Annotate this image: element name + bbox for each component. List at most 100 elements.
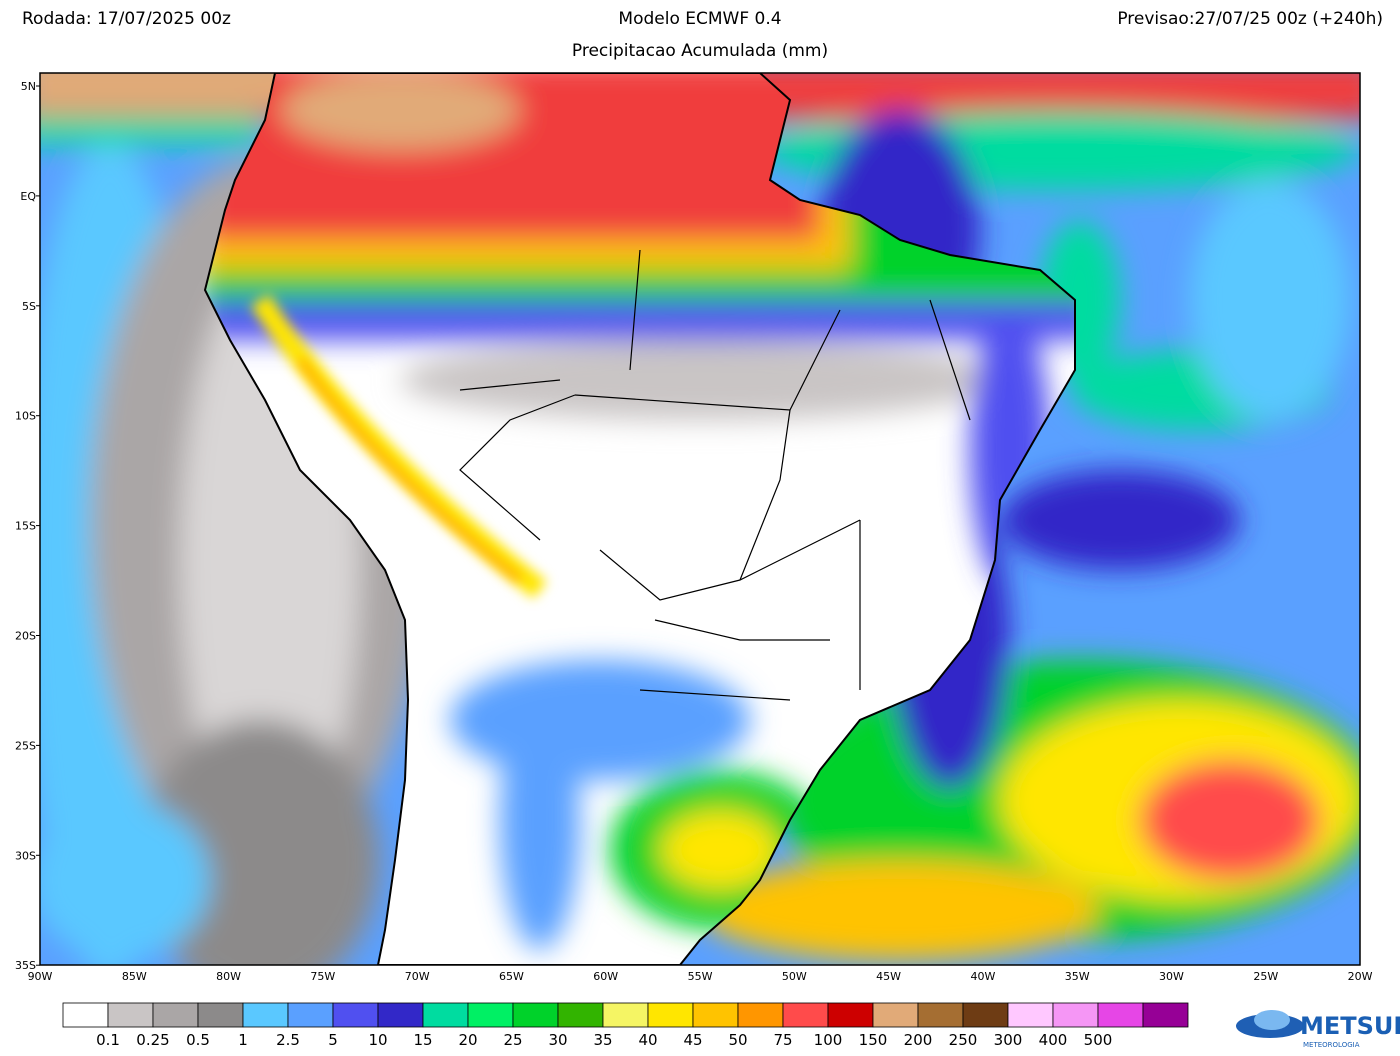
map-frame [39,72,1361,966]
legend-label: 0.5 [186,1031,210,1049]
legend-swatch [692,1002,739,1028]
legend-label: 1 [238,1031,248,1049]
legend-label: 25 [503,1031,522,1049]
subtitle: Precipitacao Acumulada (mm) [572,41,828,61]
legend-label: 150 [859,1031,888,1049]
lon-label: 90W [28,970,53,983]
legend-label: 200 [904,1031,933,1049]
andes-rain [250,294,547,599]
legend: 0.1 0.25 0.5 1 2.5 5 10 15 20 25 30 35 40 45 50 75 100 15… [62,1002,1189,1049]
legend-label: 50 [728,1031,747,1049]
rain-field [500,690,580,950]
legend-swatch [602,1002,649,1028]
rain-field [40,115,260,145]
legend-label: 0.25 [136,1031,169,1049]
rain-field [400,340,1000,420]
logo-name: METSUL [1300,1012,1400,1040]
legend-swatch [917,1002,964,1028]
rain-field [205,73,820,240]
legend-swatch [647,1002,694,1028]
legend-label: 400 [1039,1031,1068,1049]
lon-label: 40W [970,970,995,983]
rain-field [700,860,1100,960]
legend-swatch [827,1002,874,1028]
lon-label: 50W [782,970,807,983]
border [654,619,830,641]
legend-swatch [422,1002,469,1028]
legend-label: 75 [773,1031,792,1049]
legend-label: 500 [1084,1031,1113,1049]
lon-label: 35W [1065,970,1090,983]
legend-label: 2.5 [276,1031,300,1049]
run-time: Rodada: 17/07/2025 00z [22,9,231,29]
legend-label: 20 [458,1031,477,1049]
legend-swatch [737,1002,784,1028]
legend-swatch [1097,1002,1144,1028]
legend-label: 30 [548,1031,567,1049]
border [599,519,861,601]
lon-label: 55W [688,970,713,983]
legend-swatch [512,1002,559,1028]
legend-label: 15 [413,1031,432,1049]
legend-label: 35 [593,1031,612,1049]
lon-label: 75W [310,970,335,983]
legend-swatch [287,1002,334,1028]
legend-swatch [1007,1002,1054,1028]
lat-label: 10S [15,410,36,423]
legend-swatch [377,1002,424,1028]
lat-label: 25S [15,739,36,752]
lat-label: 5S [22,300,36,313]
lat-label: 15S [15,520,36,533]
lon-label: 45W [876,970,901,983]
legend-swatch [62,1002,109,1028]
lat-label: 30S [15,849,36,862]
logo-globe-highlight [1254,1010,1290,1030]
border [639,689,791,701]
legend-swatch [197,1002,244,1028]
legend-label: 100 [814,1031,843,1049]
lat-label: 35S [15,959,36,972]
border [739,409,791,581]
lat-label: EQ [20,190,36,203]
lat-label: 20S [15,630,36,643]
border [629,249,641,371]
lon-label: 30W [1159,970,1184,983]
rain-field [1190,180,1350,420]
logo-tagline: METEOROLOGIA [1303,1041,1360,1049]
rain-field [40,800,210,960]
lon-label: 20W [1348,970,1373,983]
border [929,299,971,421]
legend-label: 300 [994,1031,1023,1049]
legend-label: 45 [683,1031,702,1049]
border [459,379,561,391]
border [459,394,576,541]
rain-field [280,73,520,150]
legend-swatch [962,1002,1009,1028]
legend-swatch [1142,1002,1189,1028]
lat-label: 5N [21,80,36,93]
lon-label: 25W [1253,970,1278,983]
lon-label: 60W [593,970,618,983]
legend-swatch [782,1002,829,1028]
legend-swatch [1052,1002,1099,1028]
lon-label: 85W [122,970,147,983]
legend-label: 250 [949,1031,978,1049]
legend-swatch [557,1002,604,1028]
lon-label: 65W [499,970,524,983]
legend-swatch [242,1002,289,1028]
lon-label: 80W [216,970,241,983]
legend-label: 40 [638,1031,657,1049]
legend-swatch [107,1002,154,1028]
rain-field [450,660,750,780]
legend-swatch [467,1002,514,1028]
lon-label: 70W [405,970,430,983]
rain-field [1140,760,1320,880]
legend-swatch [152,1002,199,1028]
logo: METSUL METEOROLOGIA [1236,1010,1400,1049]
andes-rain-core [297,358,522,583]
map [40,73,1360,965]
model-name: Modelo ECMWF 0.4 [618,9,781,29]
legend-label: 0.1 [96,1031,120,1049]
